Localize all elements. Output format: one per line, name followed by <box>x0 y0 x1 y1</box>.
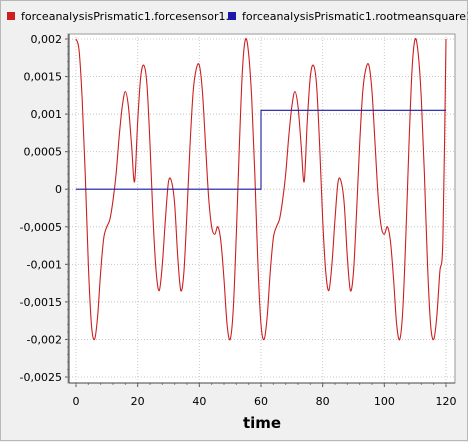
y-tick-label: 0,001 <box>31 108 63 121</box>
legend: forceanalysisPrismatic1.forcesensor1.f f… <box>7 10 468 23</box>
x-tick-label: 40 <box>192 395 206 408</box>
series-line-rootmeansquare <box>76 109 446 190</box>
y-tick-label: 0,0005 <box>24 146 63 159</box>
x-tick-label: 100 <box>374 395 395 408</box>
y-tick-label: 0,0015 <box>24 71 63 84</box>
series-line-forcesensor <box>75 37 447 341</box>
x-tick-label: 20 <box>131 395 145 408</box>
y-tick-label: -0,0015 <box>20 296 62 309</box>
series-layer <box>75 37 447 341</box>
x-tick-label: 80 <box>316 395 330 408</box>
x-tick-label: 0 <box>73 395 80 408</box>
legend-label-forcesensor: forceanalysisPrismatic1.forcesensor1.f <box>21 10 234 23</box>
y-tick-label: -0,002 <box>27 333 62 346</box>
axes: 0,002 0,0015 0,001 0,0005 0 -0,0005 -0,001 -0,0… <box>20 33 457 408</box>
y-tick-label: -0,001 <box>27 258 62 271</box>
x-tick-label: 60 <box>254 395 268 408</box>
y-tick-label: 0 <box>55 183 62 196</box>
legend-swatch-forcesensor <box>7 12 15 20</box>
legend-swatch-rootmeansquare <box>228 12 236 20</box>
y-tick-label: 0,002 <box>31 33 63 46</box>
x-tick-label: 120 <box>436 395 457 408</box>
x-axis-title: time <box>243 414 281 432</box>
legend-label-rootmeansquare: forceanalysisPrismatic1.rootmeansquare1.… <box>242 10 468 23</box>
y-tick-label: -0,0005 <box>20 221 62 234</box>
y-tick-label: -0,0025 <box>20 371 62 384</box>
